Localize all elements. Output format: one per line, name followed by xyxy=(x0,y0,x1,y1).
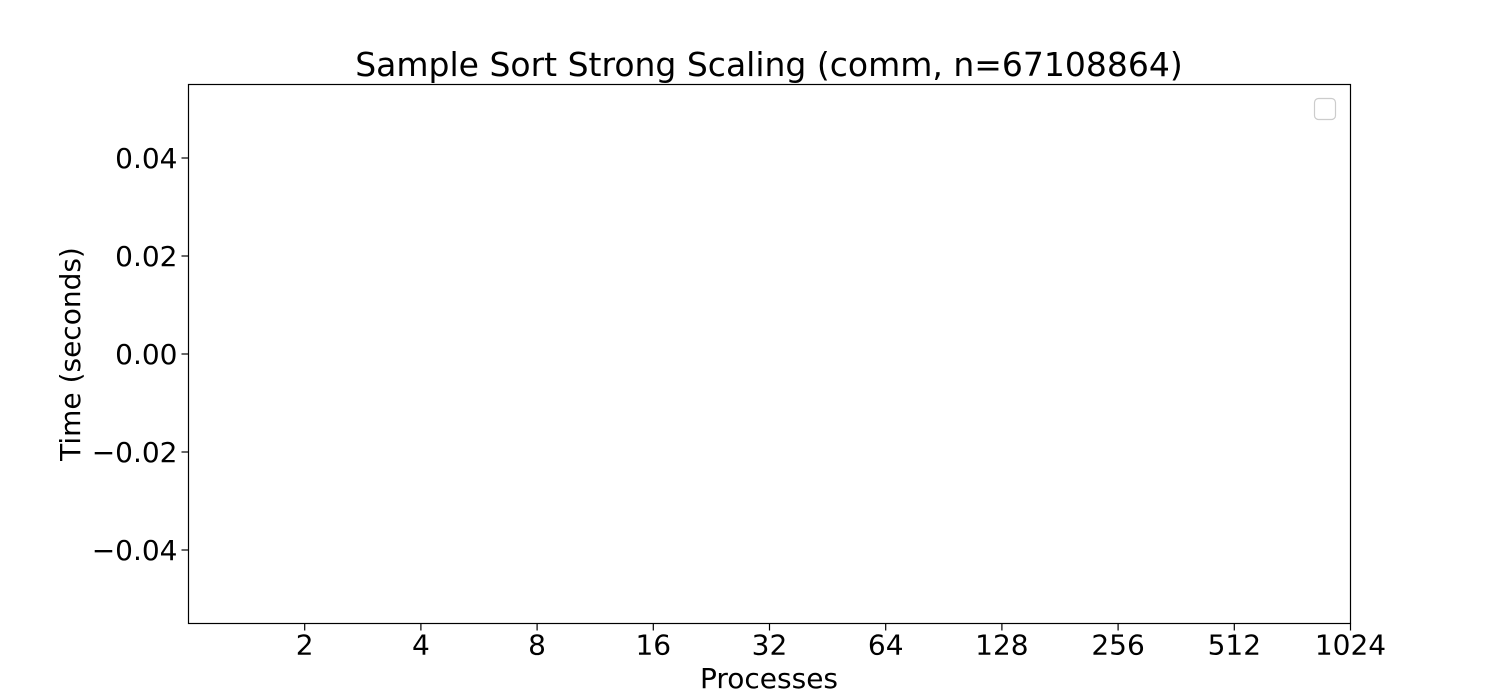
x-tick-label: 8 xyxy=(528,629,546,662)
x-tick-label: 16 xyxy=(635,629,671,662)
plot-area xyxy=(187,83,1352,625)
x-tick-label: 1024 xyxy=(1315,629,1386,662)
x-tick-label: 128 xyxy=(975,629,1028,662)
y-axis-label: Time (seconds) xyxy=(54,247,87,462)
y-tick-label: 0.00 xyxy=(115,338,177,371)
x-axis-label: Processes xyxy=(700,662,838,695)
y-tick-label: −0.02 xyxy=(92,436,178,469)
y-axis: 0.04 0.02 0.00 −0.02 −0.04 xyxy=(92,142,189,567)
chart-title: Sample Sort Strong Scaling (comm, n=6710… xyxy=(355,45,1183,84)
x-tick-label: 64 xyxy=(868,629,904,662)
y-tick-label: 0.02 xyxy=(115,240,177,273)
x-tick-label: 4 xyxy=(412,629,430,662)
y-tick-label: −0.04 xyxy=(92,534,178,567)
x-tick-label: 512 xyxy=(1208,629,1261,662)
x-axis: 2 4 8 16 32 64 128 256 512 1024 xyxy=(296,623,1386,662)
x-tick-label: 32 xyxy=(752,629,788,662)
legend-box xyxy=(1313,97,1337,121)
x-tick-label: 256 xyxy=(1091,629,1144,662)
x-tick-label: 2 xyxy=(296,629,314,662)
y-tick-label: 0.04 xyxy=(115,142,177,175)
